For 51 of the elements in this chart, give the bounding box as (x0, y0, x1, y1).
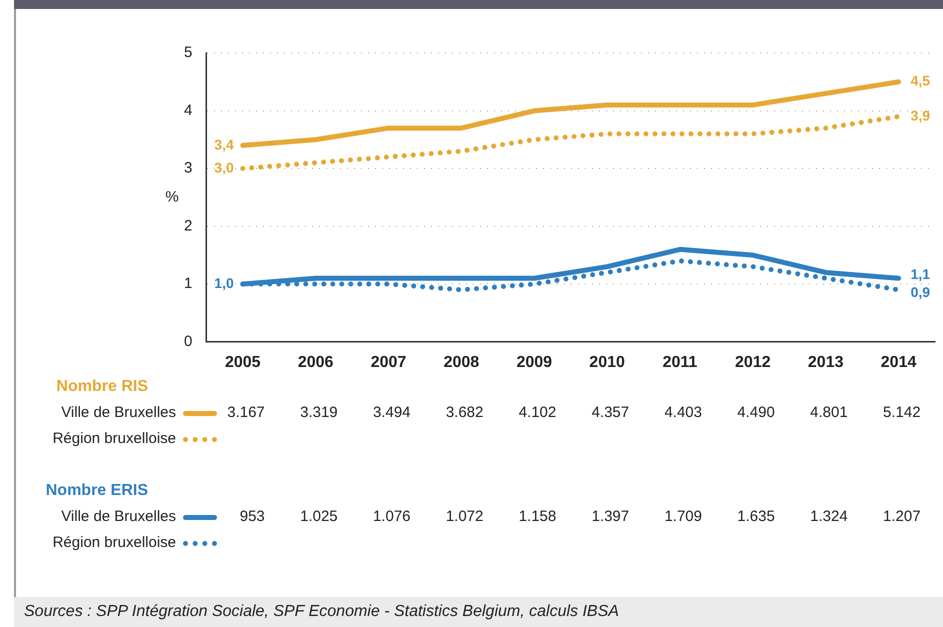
data-label: 3,0 (214, 159, 234, 176)
y-tick-label: 1 (184, 275, 192, 292)
legend-label: Ville de Bruxelles (61, 508, 176, 525)
x-tick-label: 2011 (662, 354, 698, 371)
text: 1.158 (518, 508, 556, 525)
data-label: 3,4 (214, 136, 234, 152)
x-tick-label: 2005 (224, 354, 261, 371)
text: 1.635 (737, 508, 775, 525)
text: 4.490 (737, 404, 775, 421)
y-axis-title: % (165, 188, 179, 206)
text: 1.207 (883, 508, 921, 525)
y-tick-label: 0 (184, 332, 192, 350)
data-label: 1,0 (214, 274, 234, 291)
x-tick-label: 2008 (444, 354, 480, 371)
text: 4.403 (664, 404, 702, 421)
text: 3.494 (372, 404, 411, 421)
x-tick-label: 2009 (516, 354, 552, 371)
x-tick-label: 2012 (735, 354, 771, 371)
text: 4.801 (810, 404, 848, 421)
text: 1.076 (372, 508, 411, 525)
data-label: 4,5 (910, 72, 930, 89)
source-note: Sources : SPP Intégration Sociale, SPF Economie - Statistics Belgium, calculs IBSA (14, 597, 943, 627)
data-label: 0,9 (910, 284, 930, 300)
x-tick-label: 2006 (298, 354, 334, 371)
y-tick-label: 4 (184, 102, 192, 119)
x-tick-label: 2007 (370, 354, 406, 371)
x-tick-label: 2014 (880, 354, 916, 371)
x-tick-label: 2010 (589, 354, 625, 371)
y-tick-label: 2 (184, 217, 192, 234)
y-tick-label: 5 (184, 44, 192, 62)
text: 3.319 (300, 404, 338, 421)
legend-label: Ville de Bruxelles (61, 404, 176, 421)
x-tick-label: 2013 (808, 354, 844, 371)
text: 4.357 (592, 404, 630, 421)
text: 1.397 (592, 508, 630, 525)
data-label: 3,9 (910, 107, 930, 124)
text: 1.025 (300, 508, 338, 525)
text: 3.167 (227, 404, 265, 421)
legend-label: Région bruxelloise (52, 430, 176, 447)
text: 5.142 (883, 404, 921, 421)
text: 953 (240, 508, 265, 525)
legend-label: Région bruxelloise (52, 534, 176, 551)
text: 1.072 (446, 508, 484, 525)
text: Nombre RIS (56, 378, 148, 396)
text: 1.324 (810, 508, 848, 525)
y-tick-label: 3 (184, 160, 192, 177)
text: Nombre ERIS (46, 482, 148, 500)
text: 1.709 (664, 508, 702, 525)
data-label: 1,1 (910, 266, 930, 282)
text: 3.682 (446, 404, 484, 421)
text: 4.102 (518, 404, 556, 421)
